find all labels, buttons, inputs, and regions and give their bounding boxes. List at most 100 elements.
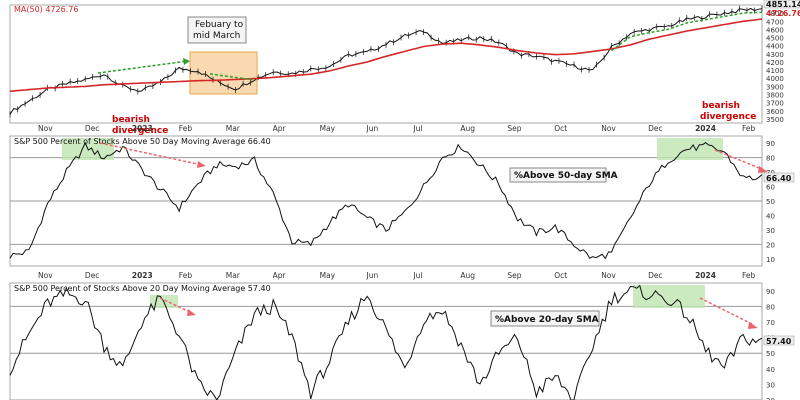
x-tick-label: Aug xyxy=(460,124,475,133)
red-dashed-arrow-left-50 xyxy=(99,142,203,166)
x-tick-label: Mar xyxy=(226,124,241,133)
x-tick-label: Nov xyxy=(38,271,53,280)
green-dashed-trend xyxy=(611,11,763,52)
right-divergence-label: bearish divergence xyxy=(700,101,756,122)
x-tick-label: Aug xyxy=(460,271,475,280)
x-tick-label: May xyxy=(320,124,336,133)
pct20-title: S&P 500 Percent of Stocks Above 20 Day M… xyxy=(14,284,271,293)
breadth-line xyxy=(9,141,763,260)
green-dashed-ma-top xyxy=(209,73,256,81)
y-tick-label: 4000 xyxy=(766,75,784,83)
x-tick-label: 2024 xyxy=(695,124,716,133)
y-tick-label: 4500 xyxy=(766,35,784,43)
y-tick-label: 70 xyxy=(766,319,775,327)
green-box-right-20 xyxy=(633,285,705,308)
y-tick-label: 50 xyxy=(766,198,775,206)
pct50-last-tag: 66.40 xyxy=(766,174,792,183)
x-tick-label: Dec xyxy=(85,124,100,133)
y-tick-label: 30 xyxy=(766,227,775,235)
x-tick-label: Dec xyxy=(648,271,663,280)
pct50-label-box xyxy=(509,167,607,183)
y-tick-label: 80 xyxy=(766,155,775,163)
red-dashed-arrow-right-50 xyxy=(714,149,765,171)
pct50-panel: 908070605040302010 S&P 500 Percent of St… xyxy=(9,135,795,267)
last-price-tag: 4851.14 xyxy=(766,0,800,9)
x-tick-label: Apr xyxy=(273,124,287,133)
y-tick-label: 3500 xyxy=(766,116,784,124)
y-tick-label: 20 xyxy=(766,241,775,249)
y-tick-label: 90 xyxy=(766,288,775,296)
ma-value-tag: 4726.76 xyxy=(766,9,800,18)
y-tick-label: 80 xyxy=(766,303,775,311)
x-tick-label: Nov xyxy=(38,124,53,133)
y-tick-label: 4800 xyxy=(766,10,784,18)
price-panel: 4800470046004500440043004200410040003900… xyxy=(9,0,800,136)
red-arrowhead-left-50 xyxy=(197,161,206,168)
red-arrowhead-right-20 xyxy=(748,322,758,329)
pct50-y-axis: 908070605040302010 xyxy=(10,140,775,264)
x-tick-label: 2023 xyxy=(132,271,153,280)
pct20-lines xyxy=(9,284,763,400)
x-tick-label: Sep xyxy=(507,271,521,280)
x-tick-label: Feb xyxy=(742,124,756,133)
x-tick-label: Jun xyxy=(366,271,379,280)
y-tick-label: 4400 xyxy=(766,43,784,51)
feb-mar-label-box: Febuary to mid March xyxy=(187,16,247,44)
red-arrowhead-left-20 xyxy=(187,309,196,316)
pct50-last-tag-bg xyxy=(763,172,795,183)
red-arrowhead-right-50 xyxy=(758,166,768,173)
price-panel-frame xyxy=(9,4,763,124)
pct20-last-tag: 57.40 xyxy=(766,337,792,346)
pct20-label: %Above 20-day SMA xyxy=(495,315,599,325)
x-tick-label: Oct xyxy=(554,124,567,133)
ma50-line xyxy=(9,18,763,93)
x-tick-label: Apr xyxy=(273,271,287,280)
y-tick-label: 4200 xyxy=(766,59,784,67)
x-tick-label: Dec xyxy=(85,271,100,280)
pct20-panel: 9080706050403020 S&P 500 Percent of Stoc… xyxy=(9,282,795,400)
y-tick-label: 3600 xyxy=(766,108,784,116)
x-tick-label: 2024 xyxy=(695,271,716,280)
y-tick-label: 60 xyxy=(766,184,775,192)
x-tick-label: Nov xyxy=(601,124,616,133)
y-tick-label: 4300 xyxy=(766,51,784,59)
y-tick-label: 40 xyxy=(766,212,775,220)
x-tick-label: Nov xyxy=(601,271,616,280)
y-tick-label: 4100 xyxy=(766,67,784,75)
x-tick-label: May xyxy=(320,271,336,280)
x-tick-label: Sep xyxy=(507,124,521,133)
price-lines xyxy=(9,5,763,118)
ma50-legend: MA(50) 4726.76 xyxy=(14,5,78,14)
pct50-title: S&P 500 Percent of Stocks Above 50 Day M… xyxy=(14,137,271,146)
x-tick-label: Feb xyxy=(742,271,756,280)
x-tick-label: Mar xyxy=(226,271,241,280)
x-tick-label: Feb xyxy=(179,124,193,133)
y-tick-label: 3900 xyxy=(766,83,784,91)
feb-mar-label: Febuary to mid March xyxy=(193,20,246,41)
y-tick-label: 4700 xyxy=(766,18,784,26)
x-tick-label: Dec xyxy=(648,124,663,133)
x-tick-label: Oct xyxy=(554,271,567,280)
y-tick-label: 20 xyxy=(766,397,775,400)
breadth-line xyxy=(9,284,763,400)
green-arrowhead-top xyxy=(183,58,190,65)
x-tick-label: 2023 xyxy=(132,124,153,133)
y-tick-label: 10 xyxy=(766,256,775,264)
y-tick-label: 30 xyxy=(766,381,775,389)
top-x-axis: Nov Dec 2023 Feb Mar Apr May Jun Jul Aug Sep Oct Nov… xyxy=(38,124,756,133)
pct20-last-tag-bg xyxy=(763,335,795,346)
y-tick-label: 50 xyxy=(766,350,775,358)
left-divergence-label: bearish divergence xyxy=(112,115,168,136)
y-tick-label: 4600 xyxy=(766,26,784,34)
pct50-lines xyxy=(9,141,763,260)
green-dashed-arrow-top xyxy=(97,60,189,74)
y-tick-label: 3700 xyxy=(766,100,784,108)
y-tick-label: 90 xyxy=(766,140,775,148)
x-tick-label: Jul xyxy=(412,124,422,133)
y-tick-label: 40 xyxy=(766,366,775,374)
pct20-label-box xyxy=(490,310,600,327)
last-price-tag-bg xyxy=(763,0,800,9)
orange-highlight-box xyxy=(189,51,258,95)
price-y-axis: 4800470046004500440043004200410040003900… xyxy=(766,10,784,124)
